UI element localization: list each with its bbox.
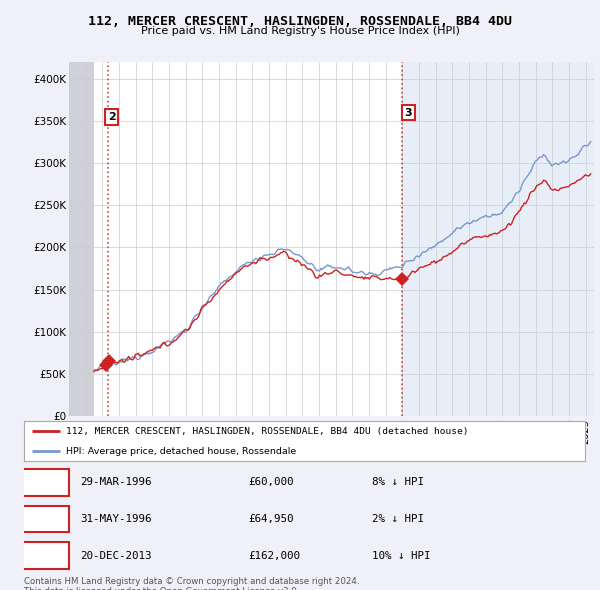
FancyBboxPatch shape	[21, 469, 69, 496]
FancyBboxPatch shape	[21, 506, 69, 532]
Bar	[402, 62, 594, 416]
Text: 2% ↓ HPI: 2% ↓ HPI	[372, 514, 424, 524]
Text: HPI: Average price, detached house, Rossendale: HPI: Average price, detached house, Ross…	[66, 447, 296, 456]
Text: 29-MAR-1996: 29-MAR-1996	[80, 477, 152, 487]
Text: 20-DEC-2013: 20-DEC-2013	[80, 550, 152, 560]
Text: Price paid vs. HM Land Registry's House Price Index (HPI): Price paid vs. HM Land Registry's House …	[140, 26, 460, 36]
FancyBboxPatch shape	[21, 542, 69, 569]
Text: 10% ↓ HPI: 10% ↓ HPI	[372, 550, 430, 560]
Bar	[69, 62, 94, 416]
Text: 1: 1	[41, 477, 49, 487]
Text: £64,950: £64,950	[248, 514, 294, 524]
Text: 31-MAY-1996: 31-MAY-1996	[80, 514, 152, 524]
Text: 2: 2	[108, 112, 116, 122]
Text: 8% ↓ HPI: 8% ↓ HPI	[372, 477, 424, 487]
Text: £162,000: £162,000	[248, 550, 301, 560]
Text: Contains HM Land Registry data © Crown copyright and database right 2024.
This d: Contains HM Land Registry data © Crown c…	[24, 577, 359, 590]
Text: 3: 3	[404, 107, 412, 117]
Text: £60,000: £60,000	[248, 477, 294, 487]
Text: 112, MERCER CRESCENT, HASLINGDEN, ROSSENDALE, BB4 4DU: 112, MERCER CRESCENT, HASLINGDEN, ROSSEN…	[88, 15, 512, 28]
Text: 112, MERCER CRESCENT, HASLINGDEN, ROSSENDALE, BB4 4DU (detached house): 112, MERCER CRESCENT, HASLINGDEN, ROSSEN…	[66, 427, 469, 436]
Text: 2: 2	[41, 514, 49, 524]
Text: 3: 3	[41, 550, 49, 560]
